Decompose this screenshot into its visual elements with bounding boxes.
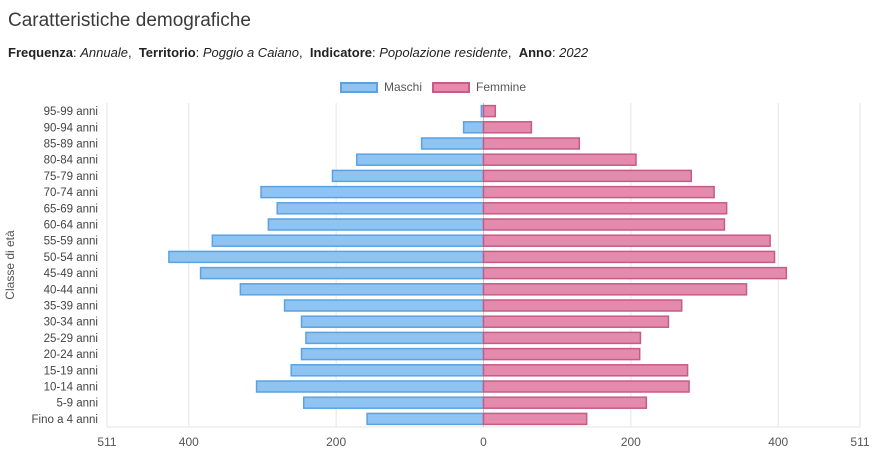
- bar-maschi: [267, 218, 485, 231]
- bar-maschi: [255, 380, 485, 393]
- y-tick-label: 65-69 anni: [44, 203, 98, 215]
- y-tick-label: 20-24 anni: [44, 349, 98, 361]
- bar-maschi: [283, 299, 485, 312]
- y-tick-label: 30-34 anni: [44, 317, 98, 329]
- y-tick-label: 95-99 anni: [44, 106, 98, 118]
- bar-maschi: [260, 185, 485, 199]
- y-tick-label: 85-89 anni: [44, 139, 98, 151]
- frequency-label: Frequenza: [8, 45, 74, 60]
- x-tick-label: 511: [97, 435, 116, 449]
- bar-femmine: [482, 250, 776, 264]
- y-tick-label: 50-54 anni: [44, 252, 98, 264]
- x-tick-label: 400: [768, 435, 788, 449]
- bar-maschi: [239, 283, 485, 296]
- y-axis-title: Classe di età: [3, 230, 17, 300]
- bar-femmine: [482, 266, 788, 280]
- x-tick-label: 511: [850, 435, 869, 449]
- bar-femmine: [482, 347, 641, 361]
- bar-maschi: [168, 250, 485, 264]
- chart-subtitle: Frequenza: Annuale, Territorio: Poggio a…: [8, 45, 589, 60]
- legend-swatch-femmine: [432, 81, 471, 93]
- bar-maschi: [302, 396, 485, 409]
- bar-femmine: [482, 283, 748, 296]
- bar-femmine: [482, 104, 497, 118]
- bar-femmine: [482, 185, 715, 199]
- bar-maschi: [276, 202, 485, 215]
- y-tick-label: 15-19 anni: [44, 365, 98, 377]
- bar-maschi: [462, 121, 485, 134]
- indicator-label: Indicatore: [309, 45, 372, 60]
- chart-legend: Maschi Femmine: [340, 80, 536, 94]
- x-tick-label: 400: [179, 435, 199, 449]
- bar-maschi: [356, 153, 485, 166]
- y-tick-label: 45-49 anni: [44, 268, 98, 280]
- year-value: 2022: [559, 45, 589, 60]
- bar-maschi: [199, 266, 485, 280]
- y-tick-label: 80-84 anni: [44, 155, 98, 167]
- bar-femmine: [482, 380, 690, 393]
- y-tick-label: Fino a 4 anni: [32, 414, 99, 426]
- bar-femmine: [482, 218, 726, 231]
- bar-maschi: [305, 331, 485, 345]
- bar-femmine: [482, 137, 581, 150]
- legend-item-femmine[interactable]: Femmine: [432, 80, 526, 94]
- y-tick-label: 25-29 anni: [44, 333, 98, 345]
- bar-maschi: [290, 364, 485, 377]
- bar-maschi: [300, 347, 485, 361]
- frequency-value: Annuale: [80, 45, 128, 60]
- bar-femmine: [482, 202, 728, 215]
- bar-femmine: [482, 331, 642, 345]
- chart-title: Caratteristiche demografiche: [8, 10, 251, 31]
- bar-femmine: [482, 169, 693, 183]
- y-tick-label: 35-39 anni: [44, 301, 98, 313]
- y-tick-label: 40-44 anni: [44, 284, 98, 296]
- y-tick-label: 75-79 anni: [44, 171, 98, 183]
- bar-maschi: [366, 412, 485, 426]
- bar-femmine: [482, 234, 771, 247]
- bar-maschi: [420, 137, 485, 150]
- territory-label: Territorio: [138, 45, 196, 60]
- x-tick-label: 200: [326, 435, 346, 449]
- bar-maschi: [331, 169, 485, 183]
- y-tick-label: 90-94 anni: [44, 122, 98, 134]
- legend-item-maschi[interactable]: Maschi: [340, 80, 422, 94]
- y-tick-label: 5-9 anni: [56, 398, 98, 410]
- indicator-value: Popolazione residente: [379, 45, 508, 60]
- bar-femmine: [482, 315, 670, 328]
- legend-swatch-maschi: [340, 81, 378, 93]
- x-tick-label: 0: [480, 435, 487, 449]
- legend-label-maschi: Maschi: [384, 80, 423, 94]
- x-tick-label: 200: [621, 435, 641, 449]
- bar-femmine: [482, 412, 588, 426]
- y-tick-label: 10-14 anni: [44, 382, 98, 394]
- y-tick-label: 55-59 anni: [44, 236, 98, 248]
- legend-label-femmine: Femmine: [476, 80, 527, 94]
- bar-femmine: [482, 396, 648, 409]
- year-label: Anno: [518, 45, 552, 60]
- bar-femmine: [482, 121, 533, 134]
- territory-value: Poggio a Caiano: [202, 45, 300, 60]
- bar-femmine: [482, 364, 689, 377]
- y-tick-label: 70-74 anni: [44, 187, 98, 199]
- bar-maschi: [211, 234, 485, 247]
- bar-maschi: [300, 315, 485, 328]
- bar-femmine: [482, 299, 683, 312]
- bar-femmine: [482, 153, 637, 166]
- y-tick-label: 60-64 anni: [44, 220, 98, 232]
